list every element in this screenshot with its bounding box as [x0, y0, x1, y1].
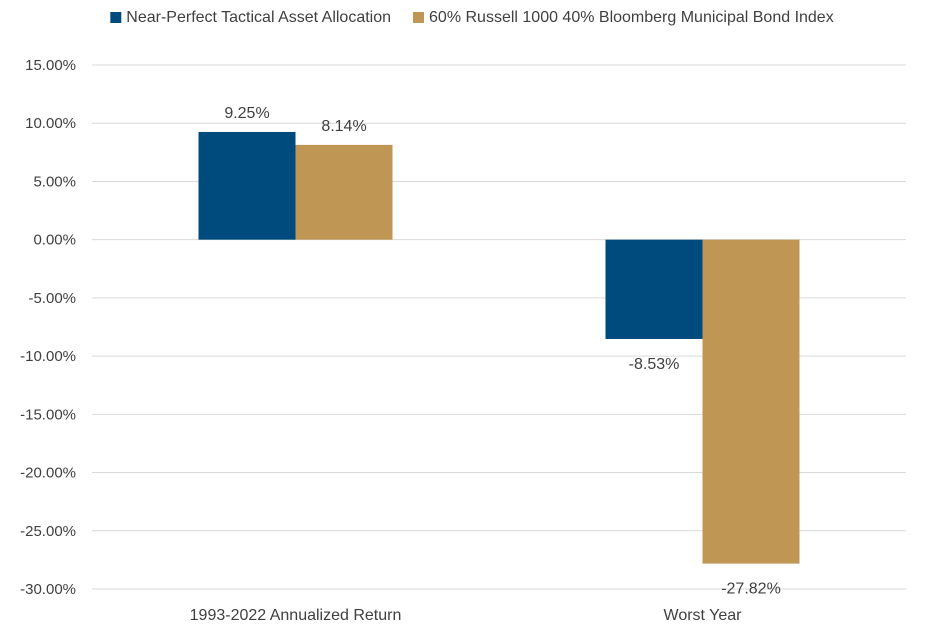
- y-tick-label: 0.00%: [33, 232, 76, 249]
- legend-swatch: [110, 12, 122, 23]
- y-tick-label: -10.00%: [20, 348, 76, 365]
- bar-series-2: [702, 239, 800, 564]
- data-label: -8.53%: [629, 356, 680, 373]
- y-tick-label: -15.00%: [20, 406, 76, 423]
- y-tick-label: 15.00%: [25, 57, 76, 74]
- legend: Near-Perfect Tactical Asset Allocation 60…: [110, 9, 834, 26]
- y-tick-label: 5.00%: [33, 173, 76, 190]
- data-label: 9.25%: [224, 105, 269, 122]
- legend-swatch: [413, 12, 425, 23]
- x-category-label: Worst Year: [664, 607, 743, 624]
- bar-series-2: [295, 144, 393, 240]
- data-label: -27.82%: [721, 581, 781, 598]
- bar-series-1: [605, 239, 703, 339]
- y-tick-label: -5.00%: [28, 290, 76, 307]
- y-axis-ticks: 15.00% 10.00% 5.00% 0.00% -5.00% -10.00% -15.0…: [20, 57, 76, 598]
- x-axis-categories: 1993-2022 Annualized Return Worst Year: [190, 607, 743, 624]
- legend-label: 60% Russell 1000 40% Bloomberg Municipal…: [429, 9, 834, 26]
- data-labels: 9.25% 8.14% -8.53% -27.82%: [224, 105, 780, 598]
- y-tick-label: -20.00%: [20, 465, 76, 482]
- y-tick-label: -30.00%: [20, 581, 76, 598]
- y-tick-label: 10.00%: [25, 115, 76, 132]
- legend-item-2: 60% Russell 1000 40% Bloomberg Municipal…: [413, 9, 834, 26]
- bars: [198, 131, 800, 564]
- data-label: 8.14%: [321, 118, 366, 135]
- legend-label: Near-Perfect Tactical Asset Allocation: [126, 9, 391, 26]
- legend-item-1: Near-Perfect Tactical Asset Allocation: [110, 9, 391, 26]
- x-category-label: 1993-2022 Annualized Return: [190, 607, 402, 624]
- bar-series-1: [198, 131, 296, 240]
- y-tick-label: -25.00%: [20, 523, 76, 540]
